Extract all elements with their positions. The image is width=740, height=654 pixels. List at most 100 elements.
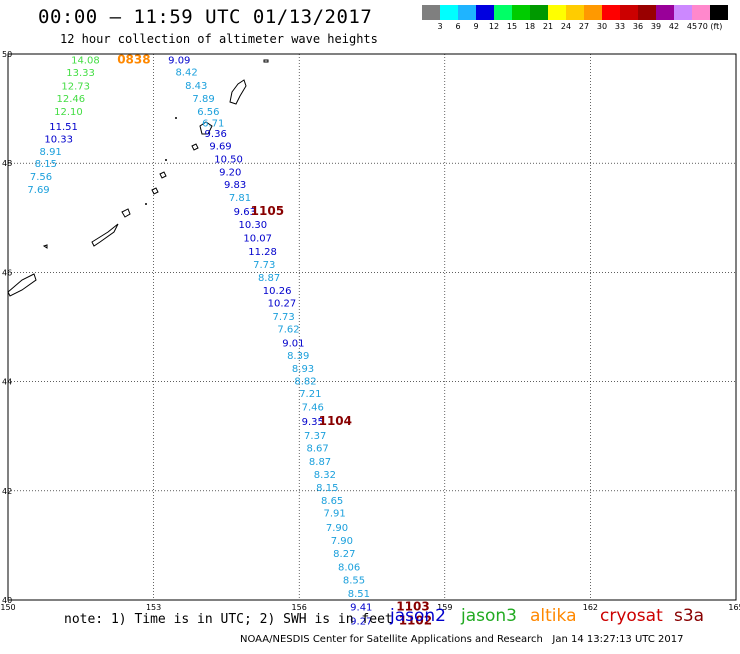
wave-height-label: 10.26 — [263, 286, 292, 297]
longitude-tick-label: 153 — [146, 603, 161, 612]
pass-time-label: 1103 — [396, 600, 429, 614]
legend-swatch — [494, 5, 512, 20]
wave-height-label: 8.15 — [316, 483, 338, 494]
wave-height-label: 8.27 — [333, 549, 355, 560]
wave-height-label: 7.91 — [323, 509, 345, 520]
legend-swatch — [584, 5, 602, 20]
wave-height-label: 9.20 — [219, 167, 241, 178]
wave-height-label: 8.39 — [287, 351, 309, 362]
legend-swatch — [512, 5, 530, 20]
legend-label: 6 — [455, 22, 461, 31]
coastline-island — [7, 273, 37, 297]
legend-label: 30 — [596, 22, 608, 31]
wave-height-label: 12.10 — [54, 107, 83, 118]
legend-label: 45 — [686, 22, 698, 31]
wave-height-label: 10.30 — [239, 220, 268, 231]
wave-height-label: 8.87 — [309, 457, 331, 468]
coastline-island — [159, 171, 167, 179]
legend-swatch — [692, 5, 710, 20]
wave-height-label: 8.67 — [306, 444, 328, 455]
legend-swatch — [440, 5, 458, 20]
legend-swatch — [530, 5, 548, 20]
wave-height-label: 7.73 — [253, 260, 275, 271]
map-title: 00:00 – 11:59 UTC 01/13/2017 — [38, 6, 373, 28]
latitude-tick-label: 44 — [2, 378, 12, 387]
wave-height-label: 8.15 — [35, 159, 57, 170]
satellite-key-cryosat: cryosat — [600, 606, 663, 626]
wave-height-label: 7.69 — [27, 185, 49, 196]
satellite-key-s3a: s3a — [674, 606, 705, 626]
legend-label: 3 — [437, 22, 443, 31]
legend-label: 70 (ft) — [697, 22, 723, 31]
legend-swatch — [566, 5, 584, 20]
wave-height-label: 7.21 — [299, 389, 321, 400]
wave-height-label: 7.73 — [273, 312, 295, 323]
legend-swatch — [476, 5, 494, 20]
pass-time-label: 0838 — [117, 52, 150, 66]
wave-height-label: 7.62 — [277, 325, 299, 336]
wave-height-label: 7.89 — [192, 94, 214, 105]
coastline-islet — [175, 117, 177, 119]
legend-label: 33 — [614, 22, 626, 31]
coastline-islet — [165, 159, 167, 161]
wave-height-label: 8.87 — [258, 273, 280, 284]
longitude-tick-label: 162 — [583, 603, 598, 612]
legend-label: 21 — [542, 22, 554, 31]
longitude-tick-label: 156 — [292, 603, 307, 612]
wave-height-label: 6.71 — [202, 118, 224, 129]
wave-height-label: 6.56 — [197, 107, 219, 118]
color-legend-labels: 3 6 9 12 15 18 21 24 27 30 33 36 39 42 45 70 (ft) — [422, 22, 740, 34]
wave-height-label: 7.90 — [326, 523, 348, 534]
latitude-tick-label: 42 — [2, 487, 12, 496]
wave-height-label: 9.63 — [234, 207, 256, 218]
wave-height-label: 8.43 — [185, 81, 207, 92]
coastline-island — [199, 121, 213, 135]
legend-swatch — [458, 5, 476, 20]
satellite-key-jason3: jason3 — [461, 606, 517, 626]
wave-height-label: 7.56 — [30, 172, 52, 183]
legend-label: 36 — [632, 22, 644, 31]
wave-height-label: 10.33 — [44, 135, 73, 146]
wave-height-label: 11.51 — [49, 122, 78, 133]
map-frame — [7, 53, 737, 601]
legend-label: 24 — [560, 22, 572, 31]
wave-height-label: 7.37 — [304, 431, 326, 442]
wave-height-label: 13.33 — [66, 68, 95, 79]
wave-height-label: 9.36 — [205, 129, 227, 140]
wave-height-label: 8.93 — [292, 364, 314, 375]
footnote: note: 1) Time is in UTC; 2) SWH is in fe… — [64, 612, 393, 627]
wave-height-label: 8.32 — [314, 470, 336, 481]
legend-label: 15 — [506, 22, 518, 31]
longitude-tick-label: 159 — [437, 603, 452, 612]
wave-height-label: 8.55 — [343, 575, 365, 586]
legend-label: 18 — [524, 22, 536, 31]
satellite-key-altika: altika — [530, 606, 577, 626]
wave-height-label: 8.06 — [338, 563, 360, 574]
latitude-tick-label: 46 — [2, 268, 12, 277]
legend-swatch — [422, 5, 440, 20]
legend-swatch — [674, 5, 692, 20]
wave-height-label: 7.81 — [229, 193, 251, 204]
satellite-key-jason2: jason2 — [390, 606, 446, 626]
coastline-island — [191, 143, 199, 151]
credit-line: NOAA/NESDIS Center for Satellite Applica… — [240, 634, 684, 645]
latitude-tick-label: 40 — [2, 596, 12, 605]
longitude-tick-label: 150 — [0, 603, 15, 612]
latitude-tick-label: 50 — [2, 50, 12, 59]
wave-height-label: 10.07 — [243, 233, 272, 244]
wave-height-label: 8.82 — [294, 377, 316, 388]
legend-swatch — [710, 5, 728, 20]
wave-height-label: 7.90 — [331, 536, 353, 547]
pass-time-label: 1105 — [251, 204, 284, 218]
latitude-tick-label: 48 — [2, 159, 12, 168]
coastline-island — [229, 79, 247, 105]
wave-height-label: 10.50 — [214, 154, 243, 165]
wave-height-label: 10.27 — [268, 298, 297, 309]
wave-height-label: 7.46 — [302, 403, 324, 414]
legend-label: 27 — [578, 22, 590, 31]
coastline-island — [121, 208, 131, 218]
legend-swatch — [602, 5, 620, 20]
legend-swatch — [620, 5, 638, 20]
legend-label: 9 — [473, 22, 479, 31]
